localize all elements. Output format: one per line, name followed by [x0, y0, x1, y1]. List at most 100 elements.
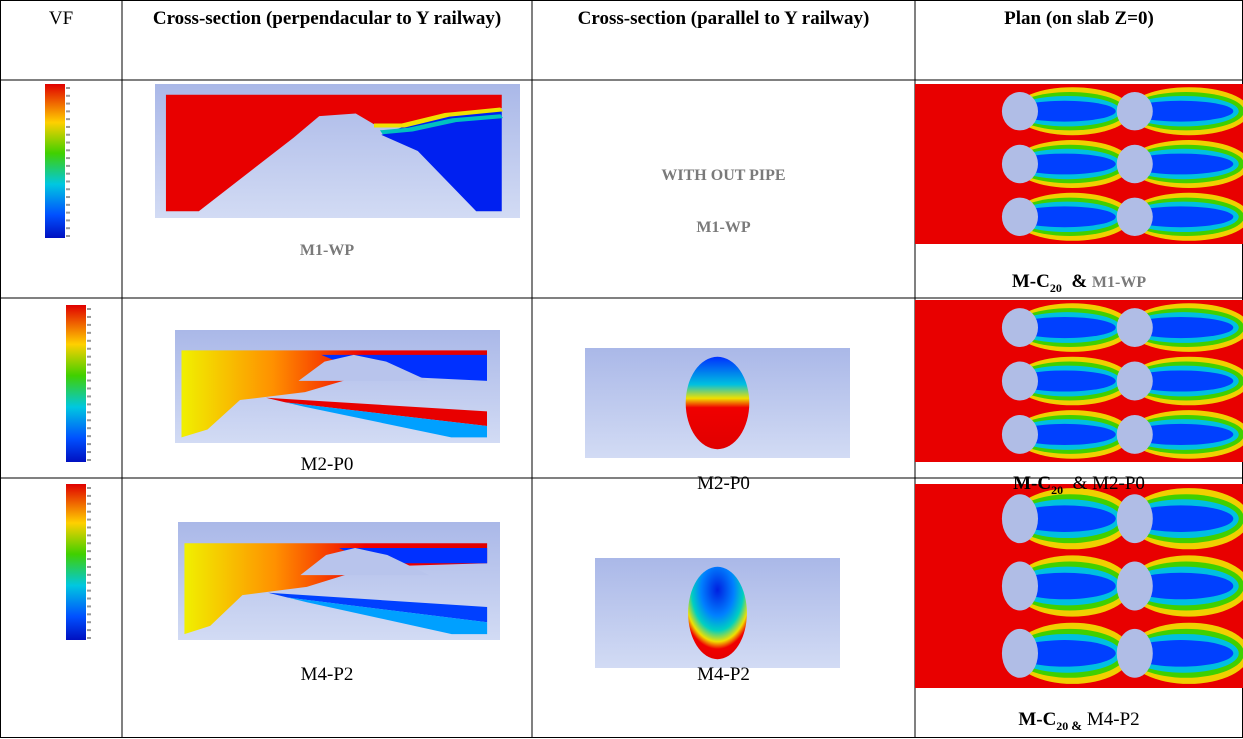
interface	[379, 114, 503, 135]
colorbar-tick	[66, 203, 70, 206]
caption-joiner: &	[1071, 271, 1088, 292]
colorbar-tick	[66, 164, 70, 167]
colorbar-tick	[87, 487, 91, 489]
caption-prefix: M-C	[1013, 473, 1052, 494]
colorbar-tick	[87, 427, 91, 430]
pillar	[1001, 144, 1038, 184]
colorbar-tick	[87, 419, 91, 422]
pipe-image	[595, 558, 840, 668]
colorbar-tick	[87, 435, 91, 438]
pillar	[1116, 144, 1153, 184]
plan-image	[915, 84, 1243, 244]
colorbar-tick	[87, 339, 91, 342]
colorbar-tick	[87, 589, 91, 592]
caption: M2-P0	[697, 473, 750, 494]
colorbar-tick	[66, 125, 70, 128]
colorbar	[66, 484, 86, 640]
pipe-image	[585, 348, 850, 458]
pillar	[1001, 92, 1038, 131]
flow-streak	[1128, 505, 1234, 532]
flow-streak	[1128, 640, 1234, 667]
caption-prefix: M-C	[1011, 271, 1050, 292]
colorbar-tick	[87, 637, 91, 639]
caption-prefix: M-C	[1018, 709, 1057, 730]
pillar	[1116, 92, 1153, 131]
region	[287, 597, 488, 635]
flow-streak	[1013, 100, 1116, 122]
colorbar-tick	[87, 379, 91, 382]
pillar	[1116, 197, 1153, 236]
colorbar-tick	[66, 110, 70, 113]
colorbar-tick	[66, 87, 70, 89]
colorbar-tick	[87, 395, 91, 398]
colorbar-tick	[87, 550, 91, 553]
colorbar-tick	[66, 94, 70, 97]
colorbar-tick	[66, 211, 70, 214]
header-cell: Cross-section (perpendacular to Y railwa…	[152, 8, 502, 29]
pillar	[1001, 197, 1038, 236]
pillar	[1116, 415, 1153, 454]
colorbar-tick	[66, 102, 70, 105]
cross-section-image	[155, 84, 520, 218]
colorbar-tick	[66, 219, 70, 222]
colorbar-tick	[87, 315, 91, 318]
caption-subscript: 20	[1056, 718, 1069, 733]
colorbar-tick	[87, 581, 91, 584]
embankment	[298, 354, 429, 381]
pillar	[1001, 308, 1038, 347]
pillar	[1116, 361, 1153, 401]
pipe	[685, 356, 750, 450]
flow-streak	[1013, 640, 1116, 667]
region	[285, 402, 487, 438]
caption: M2-P0	[300, 454, 354, 475]
flow-streak	[1013, 505, 1116, 532]
pillar	[1001, 561, 1038, 611]
colorbar-tick	[87, 443, 91, 446]
colorbar-tick	[87, 573, 91, 576]
caption-subscript: 20	[1049, 280, 1062, 295]
region	[381, 110, 502, 212]
colorbar	[66, 305, 86, 462]
colorbar-tick	[87, 387, 91, 390]
region	[181, 350, 487, 438]
pipe	[688, 566, 747, 660]
colorbar-tick	[87, 323, 91, 326]
colorbar-tick	[87, 363, 91, 366]
pillar	[1116, 628, 1153, 678]
colorbar	[45, 84, 65, 238]
colorbar-tick	[66, 141, 70, 144]
flow-streak	[1128, 206, 1234, 228]
colorbar-tick	[87, 621, 91, 624]
colorbar-tick	[66, 188, 70, 191]
colorbar-tick	[87, 308, 91, 310]
flow-streak	[1013, 317, 1116, 339]
colorbar-tick	[87, 355, 91, 358]
colorbar-tick	[87, 403, 91, 406]
region	[268, 592, 488, 623]
caption: M4-P2	[697, 664, 750, 685]
pillar	[1116, 561, 1153, 611]
caption-label: M1-WP	[1091, 274, 1147, 291]
colorbar-tick	[87, 534, 91, 537]
flow-streak	[1128, 370, 1234, 392]
caption-joiner: &	[1072, 473, 1088, 494]
region	[266, 397, 487, 427]
header-cell: Plan (on slab Z=0)	[1004, 8, 1154, 29]
note: WITH OUT PIPE	[661, 167, 786, 184]
caption: M4-P2	[300, 664, 354, 685]
pillar	[1116, 308, 1153, 347]
colorbar-tick	[87, 371, 91, 374]
colorbar-tick	[87, 542, 91, 545]
region	[184, 543, 488, 635]
colorbar-tick	[66, 172, 70, 175]
colorbar-tick	[87, 494, 91, 497]
caption-label: M2-P0	[1092, 473, 1145, 494]
pillar	[1001, 415, 1038, 454]
colorbar-tick	[87, 565, 91, 568]
header-cell: VF	[48, 8, 74, 29]
flow-streak	[1013, 370, 1116, 392]
caption: M1-WP	[696, 219, 751, 236]
caption-label: M4-P2	[1086, 709, 1140, 730]
